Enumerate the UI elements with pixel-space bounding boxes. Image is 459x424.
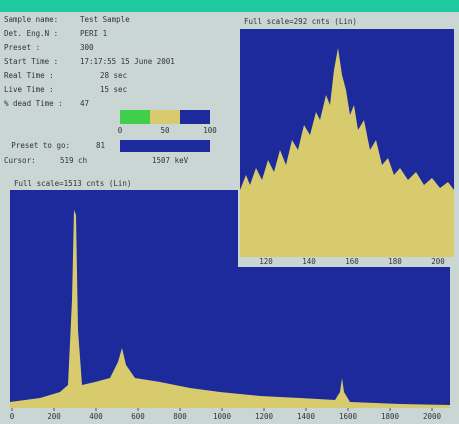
dead-scale-label: 0	[118, 126, 123, 135]
cursor-energy: 1507 keV	[152, 156, 189, 165]
info-value: 15 sec	[100, 85, 127, 94]
info-value: 47	[80, 99, 89, 108]
info-label: Live Time :	[4, 85, 54, 94]
info-value: 28 sec	[100, 71, 127, 80]
x-tick-label: 1000	[213, 412, 232, 421]
main-plot-title: Full scale=1513 cnts (Lin)	[14, 179, 131, 188]
x-tick-label: 140	[302, 257, 316, 266]
dead-bar-blue	[180, 110, 210, 124]
info-value: 300	[80, 43, 94, 52]
cursor-channel: 519 ch	[60, 156, 87, 165]
x-tick-label: 600	[131, 412, 145, 421]
dead-scale-label: 100	[203, 126, 217, 135]
x-tick-label: 120	[259, 257, 273, 266]
info-value: 17:17:55 15 June 2001	[80, 57, 175, 66]
x-tick-label: 1800	[381, 412, 400, 421]
cursor-label: Cursor:	[4, 156, 36, 165]
preset-to-go-label: Preset to go:	[11, 141, 70, 150]
info-label: % dead Time :	[4, 99, 63, 108]
x-tick-label: 180	[388, 257, 402, 266]
dead-scale-label: 50	[160, 126, 170, 135]
screen: Full scale=1513 cnts (Lin) 0 200 400 600 800…	[0, 0, 459, 424]
x-tick-label: 2000	[423, 412, 442, 421]
dead-bar-yellow	[150, 110, 180, 124]
x-tick-label: 1400	[297, 412, 316, 421]
info-label: Sample name:	[4, 15, 58, 24]
preset-bar	[120, 140, 210, 152]
preset-to-go-value: 81	[96, 141, 105, 150]
x-tick-label: 800	[173, 412, 187, 421]
x-tick-label: 1600	[339, 412, 358, 421]
info-label: Real Time :	[4, 71, 54, 80]
info-label: Preset :	[4, 43, 40, 52]
x-tick-label: 400	[89, 412, 103, 421]
info-label: Det. Eng.N :	[4, 29, 58, 38]
info-label: Start Time :	[4, 57, 58, 66]
x-tick-label: 160	[345, 257, 359, 266]
inset-plot-title: Full scale=292 cnts (Lin)	[244, 17, 357, 26]
info-value: PERI 1	[80, 29, 107, 38]
dead-bar-green	[120, 110, 150, 124]
page: Full scale=1513 cnts (Lin) 0 200 400 600 800…	[0, 0, 459, 424]
info-value: Test Sample	[80, 15, 130, 24]
x-tick-label: 1200	[255, 412, 274, 421]
x-tick-label: 200	[47, 412, 61, 421]
x-tick-label: 200	[431, 257, 445, 266]
x-tick-label: 0	[10, 412, 15, 421]
